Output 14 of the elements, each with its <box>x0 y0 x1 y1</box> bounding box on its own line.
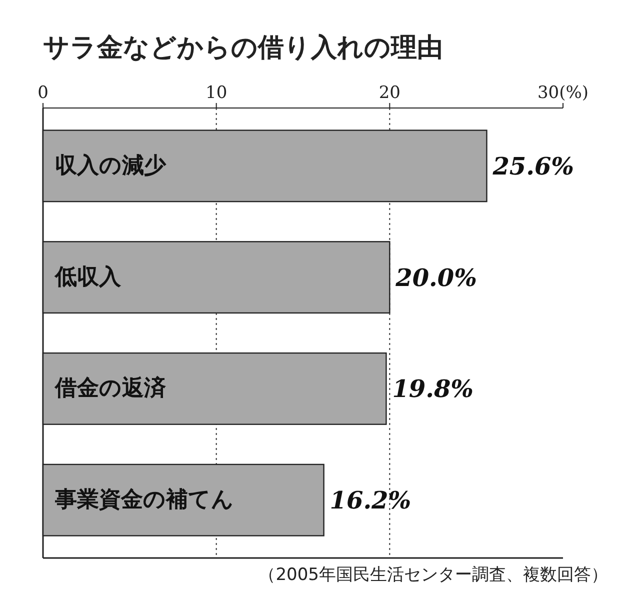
data-label: 16.2% <box>330 486 412 515</box>
chart-title: サラ金などからの借り入れの理由 <box>43 33 443 63</box>
x-tick-label: 10 <box>206 83 228 103</box>
x-tick-label: 20 <box>378 83 400 103</box>
data-label: 25.6% <box>492 151 574 180</box>
data-label: 20.0% <box>394 262 477 292</box>
x-tick-label: 0 <box>38 83 48 103</box>
y-tick-label: 事業資金の補てん <box>54 488 234 513</box>
x-tick-label: 30(%) <box>537 83 589 103</box>
y-tick-label: 低収入 <box>54 264 122 290</box>
text: （2005年国民生活センター調査、複数回答） <box>258 565 608 585</box>
y-tick-label: 収入の減少 <box>55 153 167 178</box>
data-label: 19.8% <box>392 374 474 404</box>
y-tick-label: 借金の返済 <box>54 375 167 402</box>
